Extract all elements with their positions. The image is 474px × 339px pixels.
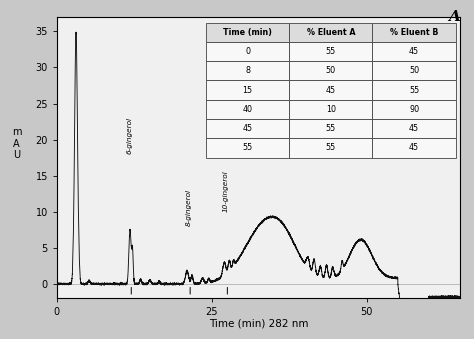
X-axis label: Time (min) 282 nm: Time (min) 282 nm bbox=[209, 319, 308, 329]
Text: 10-gingerol: 10-gingerol bbox=[222, 170, 228, 212]
Text: A: A bbox=[448, 10, 460, 24]
Text: 8-gingerol: 8-gingerol bbox=[185, 189, 191, 226]
Text: m
A
U: m A U bbox=[12, 127, 21, 160]
Text: 6-gingerol: 6-gingerol bbox=[127, 117, 132, 154]
